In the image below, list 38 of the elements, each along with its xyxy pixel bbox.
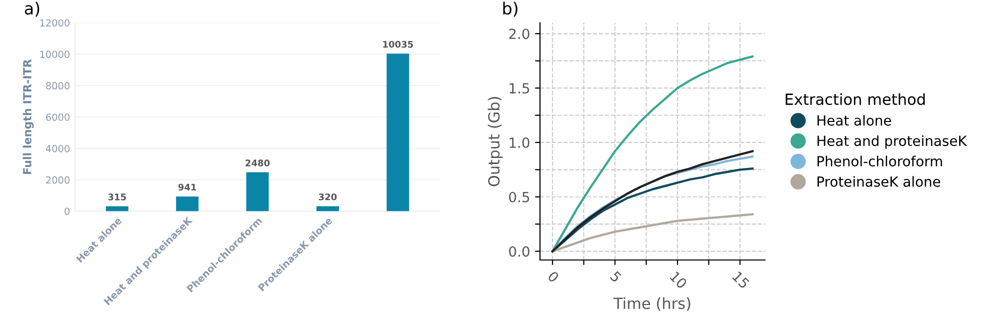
legend-label: Phenol-chloroform xyxy=(818,156,942,166)
y-tick-label: 0.0 xyxy=(509,246,530,257)
legend-label: Heat alone xyxy=(818,114,892,126)
legend-label: ProteinaseK alone xyxy=(818,176,940,187)
y-tick-label: 1.5 xyxy=(510,83,530,94)
legend-title: Extraction method xyxy=(786,93,925,106)
y-tick-label: 8000 xyxy=(46,82,70,90)
x-axis-title: Time (hrs) xyxy=(613,297,690,311)
y-tick-label: 6000 xyxy=(46,113,70,121)
y-tick-label: 12000 xyxy=(40,19,70,27)
y-axis-title: Full length ITR-ITR xyxy=(22,59,34,174)
y-tick-label: 2000 xyxy=(46,176,70,184)
x-tick-label: 0 xyxy=(547,270,560,283)
bar xyxy=(316,206,339,212)
x-tick-label: 15 xyxy=(732,271,750,289)
data-label: 941 xyxy=(178,184,196,191)
y-tick-label: 1.0 xyxy=(510,137,530,148)
bar xyxy=(246,172,269,212)
chart-title: b) xyxy=(503,2,518,17)
chart-title: a) xyxy=(24,2,40,17)
y-tick-label: 0 xyxy=(64,208,70,216)
y-tick-label: 10000 xyxy=(40,50,70,58)
x-tick-label: 10 xyxy=(669,270,688,290)
y-tick-label: 2.0 xyxy=(509,28,530,40)
y-axis-title: Output (Gb) xyxy=(488,96,503,186)
y-tick-label: 0.5 xyxy=(509,192,530,202)
bar xyxy=(386,54,410,212)
bar xyxy=(176,196,199,212)
data-label: 10035 xyxy=(383,40,413,48)
line-series xyxy=(551,55,754,252)
data-label: 2480 xyxy=(246,160,270,166)
y-tick-label: 4000 xyxy=(46,144,70,152)
line-series xyxy=(551,213,754,252)
data-label: 315 xyxy=(108,194,126,200)
legend-label: Heat and proteinaseK xyxy=(818,135,968,149)
x-tick-label: 5 xyxy=(610,270,622,283)
bar xyxy=(106,206,128,212)
data-label: 320 xyxy=(318,193,337,200)
